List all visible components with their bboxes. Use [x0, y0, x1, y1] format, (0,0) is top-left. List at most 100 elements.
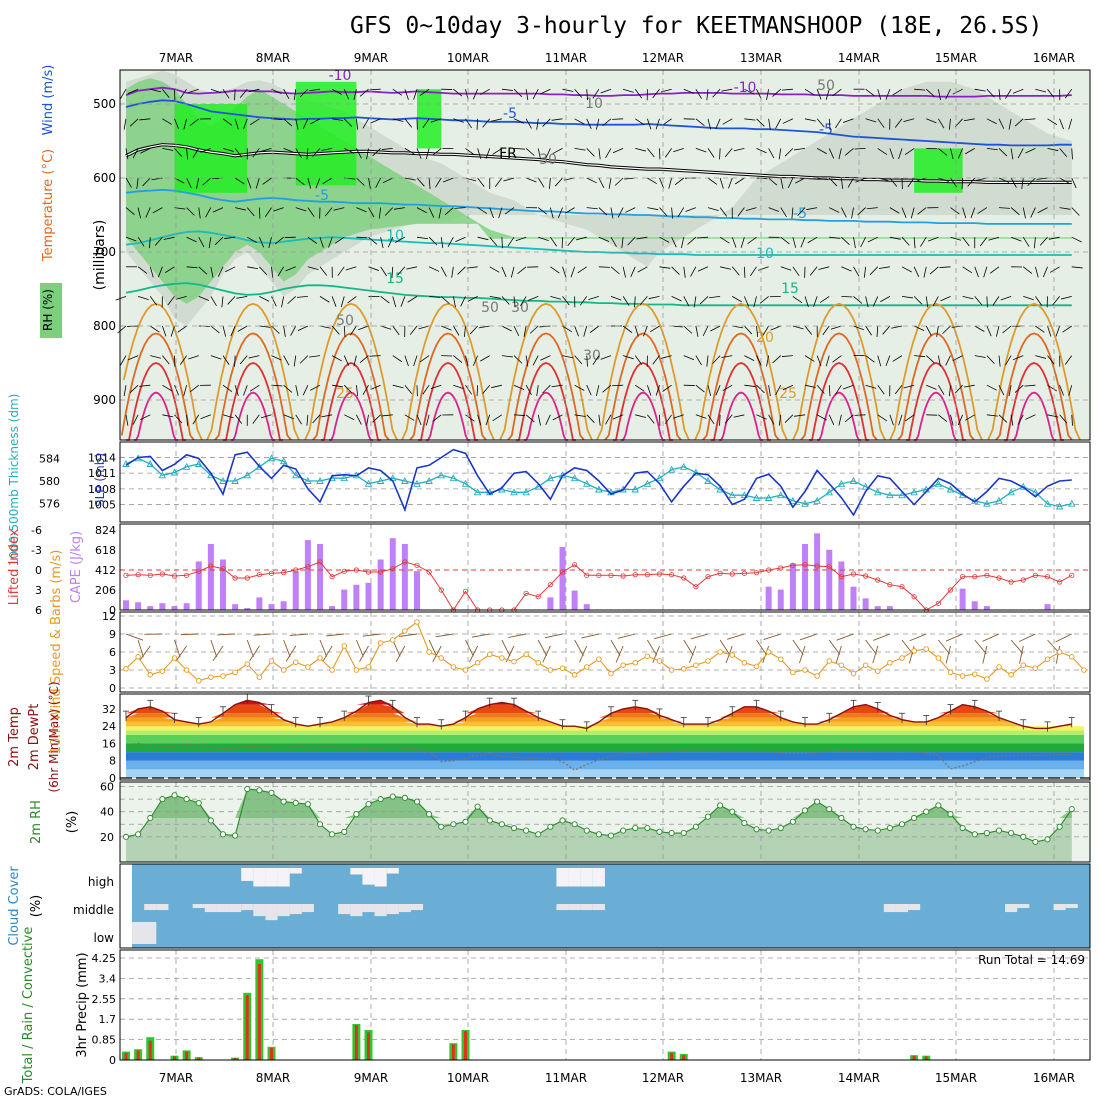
wind-barb	[1035, 88, 1047, 93]
wind-barb	[998, 414, 1008, 423]
rh-point	[1008, 830, 1015, 837]
wind-barb	[208, 237, 212, 249]
rh-point	[826, 806, 833, 813]
wind-speed-point	[656, 658, 663, 664]
cloud-high-cell	[253, 868, 266, 887]
wind-barb	[907, 177, 915, 188]
wind-barb	[310, 384, 321, 391]
thickness-point	[291, 471, 300, 479]
precip-convective-bar	[270, 1048, 273, 1060]
wind-barb	[731, 266, 740, 276]
wind-barb	[120, 355, 127, 366]
wind-barb	[234, 177, 245, 185]
wind-barb	[772, 88, 782, 97]
wind-barb	[844, 414, 854, 423]
wind-barb	[1005, 88, 1012, 99]
precip-tick: 3.4	[99, 972, 117, 985]
wind-barb	[863, 266, 867, 278]
dewpoint-series	[125, 742, 1072, 772]
wind-barb	[586, 207, 598, 210]
rh-point	[510, 824, 518, 832]
wind-barb	[586, 385, 592, 396]
wind-barb	[366, 414, 369, 426]
wind-barb	[998, 148, 1008, 157]
cloud-mid-cell	[277, 904, 290, 917]
wind-barb	[800, 237, 806, 248]
wind-barb	[938, 414, 948, 423]
cloud-mid-cell	[362, 904, 375, 913]
wind-barb	[857, 207, 866, 216]
wind-barb	[780, 236, 790, 245]
wind-barb	[829, 207, 840, 213]
contour-label: -5	[819, 122, 833, 138]
wind-barb	[393, 207, 405, 210]
wind-barb	[1024, 118, 1036, 121]
wind-speed-point	[487, 651, 493, 658]
wind-barb	[167, 296, 175, 306]
wind-barb	[392, 296, 397, 308]
wind-barb	[877, 148, 888, 155]
wind-barb	[1014, 384, 1024, 393]
wind-barb	[804, 88, 815, 96]
wind-barb	[1068, 385, 1073, 396]
cloud-mid-cell	[156, 904, 169, 911]
cloud-mid-cell	[241, 904, 254, 911]
wind-barb	[794, 414, 806, 417]
wind-barb	[877, 118, 885, 128]
rh-point	[1032, 838, 1039, 845]
wind-barb	[866, 207, 878, 210]
wind-barb	[962, 296, 974, 300]
wind-barb	[115, 296, 127, 301]
cloud-mid-cell	[350, 904, 363, 917]
precip-tick: 2.55	[92, 993, 117, 1006]
wind-barb	[965, 148, 975, 155]
wind-barb	[513, 296, 516, 308]
wind-barb	[1010, 236, 1022, 242]
wind-barb	[1035, 296, 1043, 306]
wind-speed-point	[159, 668, 166, 674]
wind-speed-point	[1008, 672, 1014, 678]
wind-barb	[312, 148, 321, 157]
wind-barb	[1068, 118, 1073, 130]
wind-barb	[957, 414, 963, 426]
wind-barb	[539, 325, 551, 328]
wind-barb-10m	[1055, 633, 1072, 643]
thickness-point	[267, 454, 276, 462]
wind-barb	[695, 414, 707, 419]
wind-barb	[937, 355, 941, 367]
wind-barb	[235, 207, 246, 211]
wind-barb	[952, 355, 963, 361]
wind-barb	[477, 414, 482, 426]
wind-speed-point	[972, 671, 978, 677]
wind-barb	[552, 414, 563, 421]
precip-tick: 4.25	[92, 952, 117, 965]
contour-label: 15	[386, 271, 404, 287]
wind-barb	[954, 384, 963, 394]
wind-barb-10m	[727, 633, 745, 640]
wind-barb	[853, 325, 864, 331]
wind-barb-10m	[392, 639, 401, 657]
wind-barb	[702, 325, 709, 337]
wind-barb	[1036, 177, 1048, 180]
wind-barb	[998, 207, 1011, 209]
rh-point	[207, 817, 214, 824]
wind-barb	[598, 236, 610, 242]
wind-barb	[792, 325, 804, 330]
wind-barb	[647, 177, 658, 185]
rh-point	[959, 824, 966, 832]
wind-barb	[872, 296, 879, 307]
wind-barb	[828, 118, 831, 130]
wind-barb	[829, 236, 841, 239]
precip-convective-bar	[464, 1031, 467, 1060]
temperature-contour-15	[125, 282, 1072, 307]
wind-speed-point	[765, 649, 772, 655]
wind-barb	[586, 177, 597, 184]
wind-barb	[659, 236, 670, 243]
wind-barb	[674, 177, 684, 186]
wind-barb	[986, 414, 998, 417]
rh-point	[547, 823, 554, 830]
wind-barb	[189, 118, 199, 126]
precip-convective-bar	[257, 964, 261, 1060]
wind-barb	[404, 89, 409, 100]
lifted-index-point	[632, 572, 638, 578]
